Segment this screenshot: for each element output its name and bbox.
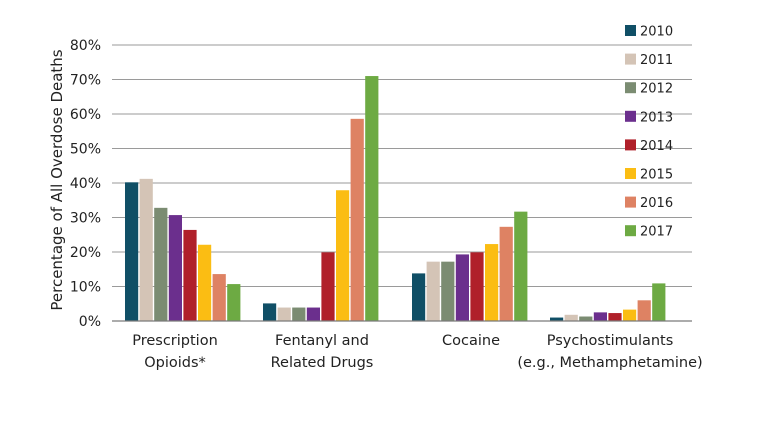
bar xyxy=(168,215,182,321)
legend-item: 2015 xyxy=(625,168,673,183)
bar xyxy=(514,211,528,321)
bar xyxy=(499,226,513,321)
legend-swatch xyxy=(625,196,636,208)
bar xyxy=(579,316,593,321)
legend-label: 2016 xyxy=(640,196,673,211)
category-label: Fentanyl and xyxy=(275,333,369,349)
legend-item: 2013 xyxy=(625,110,673,125)
category-label: Prescription xyxy=(132,333,218,349)
bar xyxy=(292,307,306,321)
bar xyxy=(637,300,651,321)
y-tick-label: 50% xyxy=(70,142,101,158)
bar xyxy=(336,190,350,321)
legend-swatch xyxy=(625,139,636,151)
y-tick-label: 60% xyxy=(70,107,101,123)
legend-label: 2012 xyxy=(640,82,673,97)
bar xyxy=(212,274,226,321)
bar xyxy=(470,252,484,321)
bar xyxy=(183,229,197,321)
y-tick-label: 10% xyxy=(70,280,101,296)
legend-label: 2015 xyxy=(640,168,673,183)
legend-label: 2014 xyxy=(640,139,673,154)
bar xyxy=(321,252,335,321)
legend-item: 2017 xyxy=(625,225,673,240)
legend-item: 2011 xyxy=(625,53,673,68)
bar xyxy=(426,261,440,321)
legend-item: 2010 xyxy=(625,25,673,40)
bar xyxy=(139,178,153,321)
legend-swatch xyxy=(625,168,636,179)
legend-swatch xyxy=(625,53,636,65)
bar xyxy=(455,254,469,321)
legend-swatch xyxy=(625,110,636,122)
bar xyxy=(441,261,455,321)
category-label: Cocaine xyxy=(442,333,500,349)
y-tick-label: 70% xyxy=(70,73,101,89)
bar xyxy=(350,118,364,321)
y-tick-label: 0% xyxy=(79,314,101,330)
bar xyxy=(623,309,637,321)
y-tick-label: 40% xyxy=(70,176,101,192)
y-axis-title: Percentage of All Overdose Deaths xyxy=(48,49,66,310)
legend-swatch xyxy=(625,225,636,237)
y-axis-ticks: 0% 10% 20% 30% 40% 50% 60% 70% 80% xyxy=(70,38,101,330)
bar xyxy=(263,303,277,321)
bar xyxy=(154,207,168,321)
category-labels: Prescription Opioids* Fentanyl and Related … xyxy=(132,333,702,371)
legend-label: 2017 xyxy=(640,225,673,240)
legend-label: 2010 xyxy=(640,25,673,40)
bar xyxy=(306,307,320,321)
bar xyxy=(365,76,379,321)
y-tick-label: 20% xyxy=(70,245,101,261)
legend: 2010 2011 2012 2013 2014 2015 2016 2017 xyxy=(625,25,673,240)
bar xyxy=(652,283,666,321)
y-tick-label: 30% xyxy=(70,211,101,227)
category-label: Related Drugs xyxy=(271,355,374,371)
legend-item: 2014 xyxy=(625,139,673,154)
legend-swatch xyxy=(625,25,636,36)
bar xyxy=(593,312,607,321)
category-label: Opioids* xyxy=(144,355,206,371)
category-label: Psychostimulants xyxy=(547,333,674,349)
bar xyxy=(550,317,564,321)
legend-item: 2016 xyxy=(625,196,673,211)
y-tick-label: 80% xyxy=(70,38,101,54)
bar xyxy=(564,314,578,321)
bar xyxy=(277,307,291,321)
bar xyxy=(485,244,499,321)
bars xyxy=(125,76,666,321)
bar xyxy=(227,284,241,321)
legend-item: 2012 xyxy=(625,82,673,97)
legend-swatch xyxy=(625,82,636,94)
bar xyxy=(125,182,139,321)
bar xyxy=(412,273,426,321)
bar xyxy=(198,244,212,321)
legend-label: 2013 xyxy=(640,110,673,125)
legend-label: 2011 xyxy=(640,53,673,68)
bar xyxy=(608,313,622,321)
category-label: (e.g., Methamphetamine) xyxy=(517,355,702,371)
